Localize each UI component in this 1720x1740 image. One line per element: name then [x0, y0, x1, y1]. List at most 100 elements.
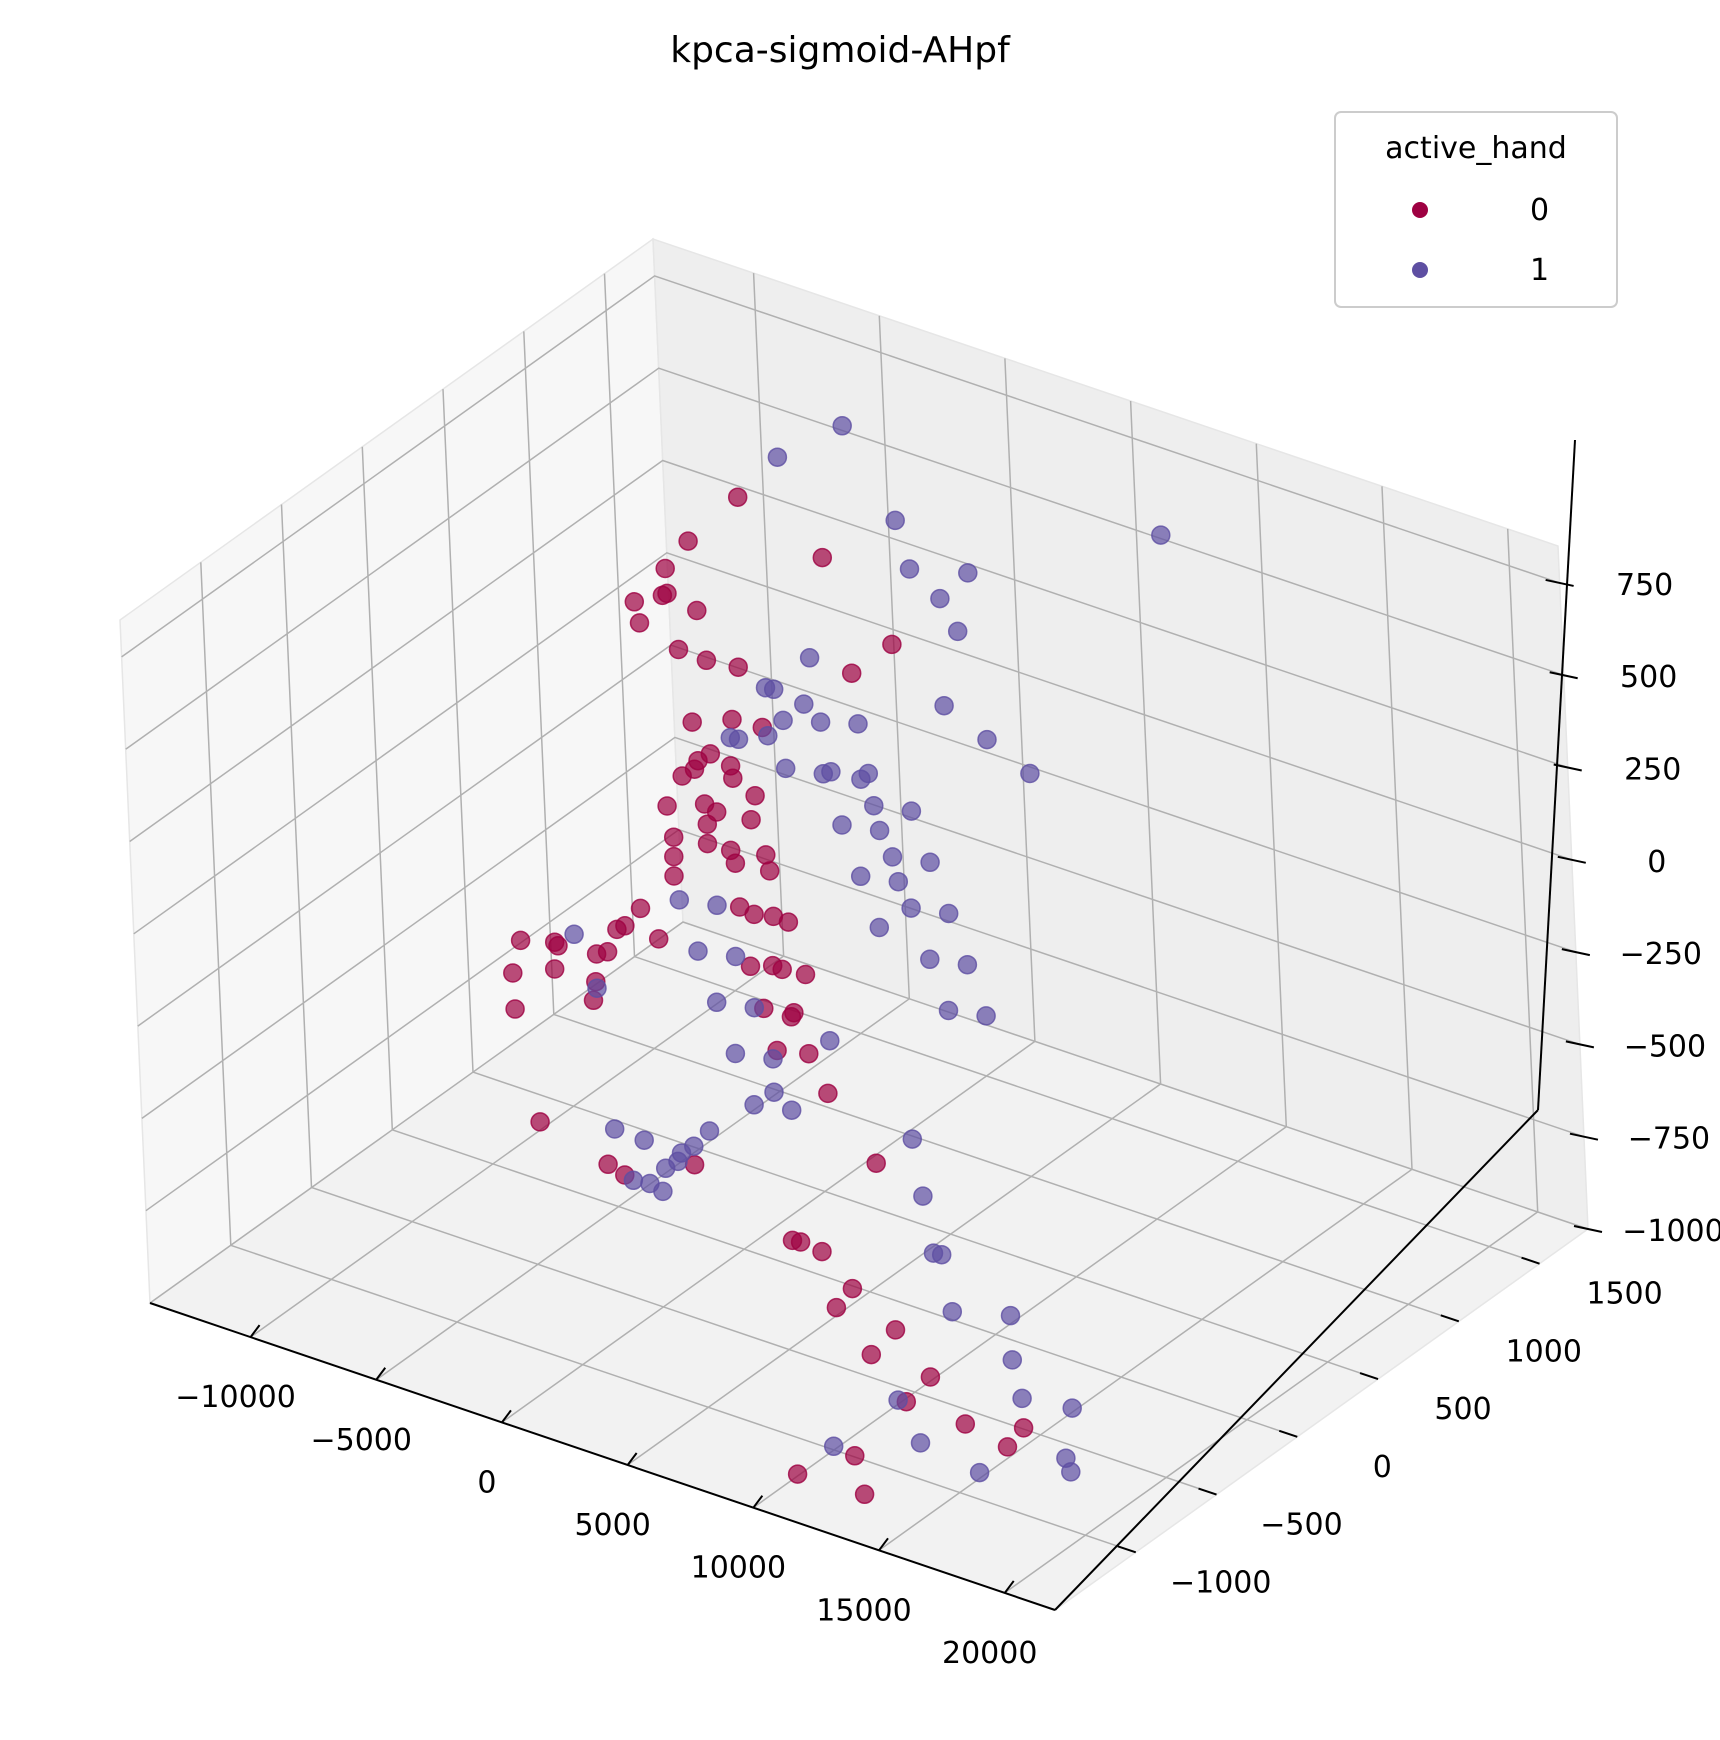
x-tick-label-3: 5000 [574, 1508, 650, 1543]
point-series-1-42 [899, 559, 920, 579]
point-series-1-34 [901, 898, 921, 918]
point-series-0-18 [663, 827, 684, 847]
z-tick-6 [1549, 671, 1578, 680]
point-series-0-1 [503, 963, 523, 983]
point-series-0-15 [697, 833, 718, 854]
point-series-1-75 [934, 695, 954, 716]
point-series-1-47 [623, 1170, 644, 1191]
point-series-0-12 [597, 942, 618, 962]
point-series-1-21 [707, 895, 727, 916]
point-series-0-74 [955, 1414, 976, 1434]
point-series-0-80 [841, 663, 862, 683]
point-series-1-33 [920, 852, 940, 873]
z-tick-label-1: −750 [1628, 1122, 1710, 1157]
point-series-1-16 [869, 820, 890, 841]
point-series-1-31 [901, 801, 922, 821]
x-tick-label-4: 10000 [691, 1551, 786, 1586]
point-series-0-34 [745, 785, 765, 806]
point-series-1-66 [910, 1433, 931, 1453]
point-series-1-6 [810, 712, 831, 732]
point-series-0-44 [799, 1043, 819, 1064]
point-series-0-78 [854, 1484, 875, 1505]
point-series-0-27 [668, 639, 689, 660]
point-series-0-14 [664, 866, 684, 886]
x-tick-label-1: −5000 [311, 1423, 412, 1458]
x-tick-1 [375, 1367, 387, 1381]
point-series-1-23 [725, 946, 746, 967]
point-series-0-53 [725, 853, 746, 873]
point-series-1-55 [902, 1129, 923, 1149]
y-tick-3 [1359, 1372, 1379, 1381]
grid-z-4 [133, 551, 1573, 935]
point-series-1-62 [1012, 1388, 1032, 1409]
point-series-0-45 [657, 796, 677, 816]
grid-z-2 [141, 736, 1581, 1120]
point-series-0-70 [885, 1320, 906, 1340]
z-tick-2 [1565, 1040, 1595, 1049]
grid-z-5 [129, 459, 1568, 843]
point-series-1-58 [931, 1244, 952, 1265]
point-series-1-38 [938, 1000, 959, 1021]
point-series-0-13 [630, 898, 651, 919]
point-series-1-17 [850, 866, 871, 887]
point-series-1-15 [832, 815, 852, 835]
y-tick-4 [1440, 1314, 1460, 1323]
point-series-0-50 [720, 756, 741, 776]
y-axis-line [1054, 1109, 1539, 1611]
legend-marker-0 [1412, 202, 1428, 218]
point-series-1-2 [728, 729, 749, 750]
point-series-0-79 [787, 1464, 808, 1484]
point-series-1-59 [942, 1301, 963, 1322]
point-series-0-36 [756, 845, 776, 865]
point-series-1-67 [969, 1462, 990, 1483]
point-series-1-4 [799, 648, 820, 668]
point-series-0-25 [657, 583, 677, 604]
point-series-1-37 [957, 954, 978, 975]
x-tick-6 [1003, 1580, 1015, 1594]
point-series-0-60 [530, 1112, 550, 1132]
z-tick-3 [1561, 948, 1591, 957]
point-series-1-26 [725, 1043, 746, 1064]
z-tick-0 [1573, 1225, 1603, 1233]
point-series-0-69 [826, 1297, 847, 1318]
point-series-1-18 [888, 871, 909, 892]
point-series-1-71 [832, 416, 852, 436]
point-series-0-39 [740, 956, 761, 977]
point-series-1-46 [634, 1130, 654, 1150]
y-tick-2 [1278, 1429, 1298, 1438]
z-tick-label-6: 500 [1620, 660, 1677, 695]
legend-title: active_hand [1385, 131, 1567, 166]
point-series-0-55 [744, 904, 764, 925]
point-series-1-43 [947, 621, 968, 642]
x-axis-line [149, 1302, 1056, 1611]
point-series-1-44 [885, 510, 905, 531]
x-tick-4 [752, 1495, 764, 1509]
point-series-1-74 [587, 978, 607, 998]
point-series-1-41 [958, 563, 978, 583]
point-series-0-75 [1013, 1418, 1034, 1438]
point-series-1-35 [938, 903, 959, 924]
chart-title: kpca-sigmoid-AHpf [670, 30, 1011, 71]
point-series-0-22 [624, 592, 645, 612]
x-tick-label-6: 20000 [942, 1636, 1037, 1671]
legend-label-0: 0 [1530, 193, 1549, 228]
x-tick-label-2: 0 [477, 1465, 496, 1500]
point-series-1-73 [564, 924, 584, 945]
point-series-0-56 [778, 912, 799, 932]
point-series-1-22 [688, 941, 708, 961]
x-tick-5 [878, 1537, 889, 1551]
y-tick-label-3: 500 [1434, 1392, 1491, 1427]
x-tick-2 [501, 1409, 512, 1423]
point-series-0-59 [781, 1007, 802, 1027]
point-series-1-53 [671, 1143, 692, 1163]
y-tick-label-4: 1000 [1506, 1334, 1582, 1369]
point-series-0-52 [741, 809, 761, 830]
point-series-0-20 [629, 613, 650, 633]
point-series-1-36 [920, 949, 940, 970]
point-series-1-65 [888, 1390, 908, 1410]
point-series-0-30 [682, 712, 702, 732]
point-series-1-79 [764, 1082, 784, 1102]
point-series-1-51 [655, 1158, 676, 1179]
point-series-0-0 [510, 930, 531, 951]
